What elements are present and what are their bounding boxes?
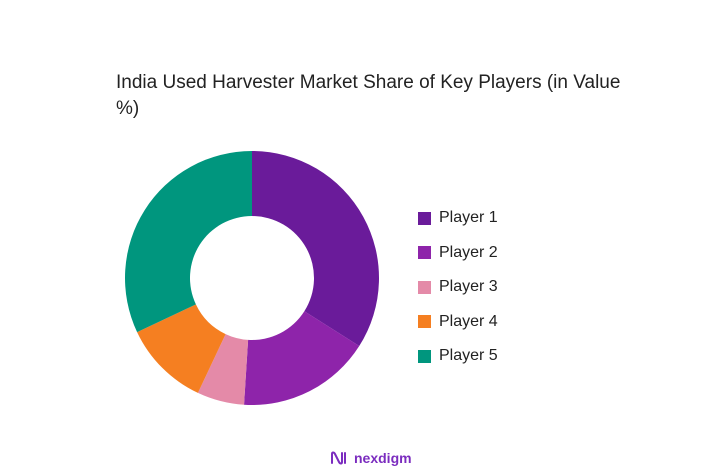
brand-logo-text: nexdigm bbox=[354, 450, 412, 466]
donut-slice-player-3 bbox=[197, 334, 249, 405]
donut-slice-player-5 bbox=[124, 151, 252, 333]
legend-swatch bbox=[418, 315, 431, 329]
legend-label: Player 5 bbox=[439, 347, 498, 365]
legend-label: Player 3 bbox=[439, 278, 498, 296]
legend-label: Player 4 bbox=[439, 312, 498, 330]
donut-slice-player-2 bbox=[244, 311, 360, 405]
chart-title: India Used Harvester Market Share of Key… bbox=[116, 72, 621, 119]
donut-slice-player-1 bbox=[252, 151, 379, 347]
legend-item: Player 4 bbox=[418, 305, 498, 340]
nexdigm-logo-icon bbox=[331, 451, 346, 465]
legend-swatch bbox=[418, 211, 431, 225]
donut-slice-player-4 bbox=[137, 304, 226, 393]
legend-swatch bbox=[418, 246, 431, 260]
legend-item: Player 5 bbox=[418, 339, 498, 374]
legend-item: Player 2 bbox=[418, 236, 498, 271]
legend-item: Player 1 bbox=[418, 201, 498, 236]
legend-swatch bbox=[418, 349, 431, 363]
legend-item: Player 3 bbox=[418, 270, 498, 305]
chart-legend: Player 1 Player 2 Player 3 Player 4 Player 5 bbox=[418, 201, 498, 374]
legend-swatch bbox=[418, 280, 431, 294]
brand-logo: nexdigm bbox=[330, 450, 412, 466]
legend-label: Player 2 bbox=[439, 243, 498, 261]
legend-label: Player 1 bbox=[439, 209, 498, 227]
